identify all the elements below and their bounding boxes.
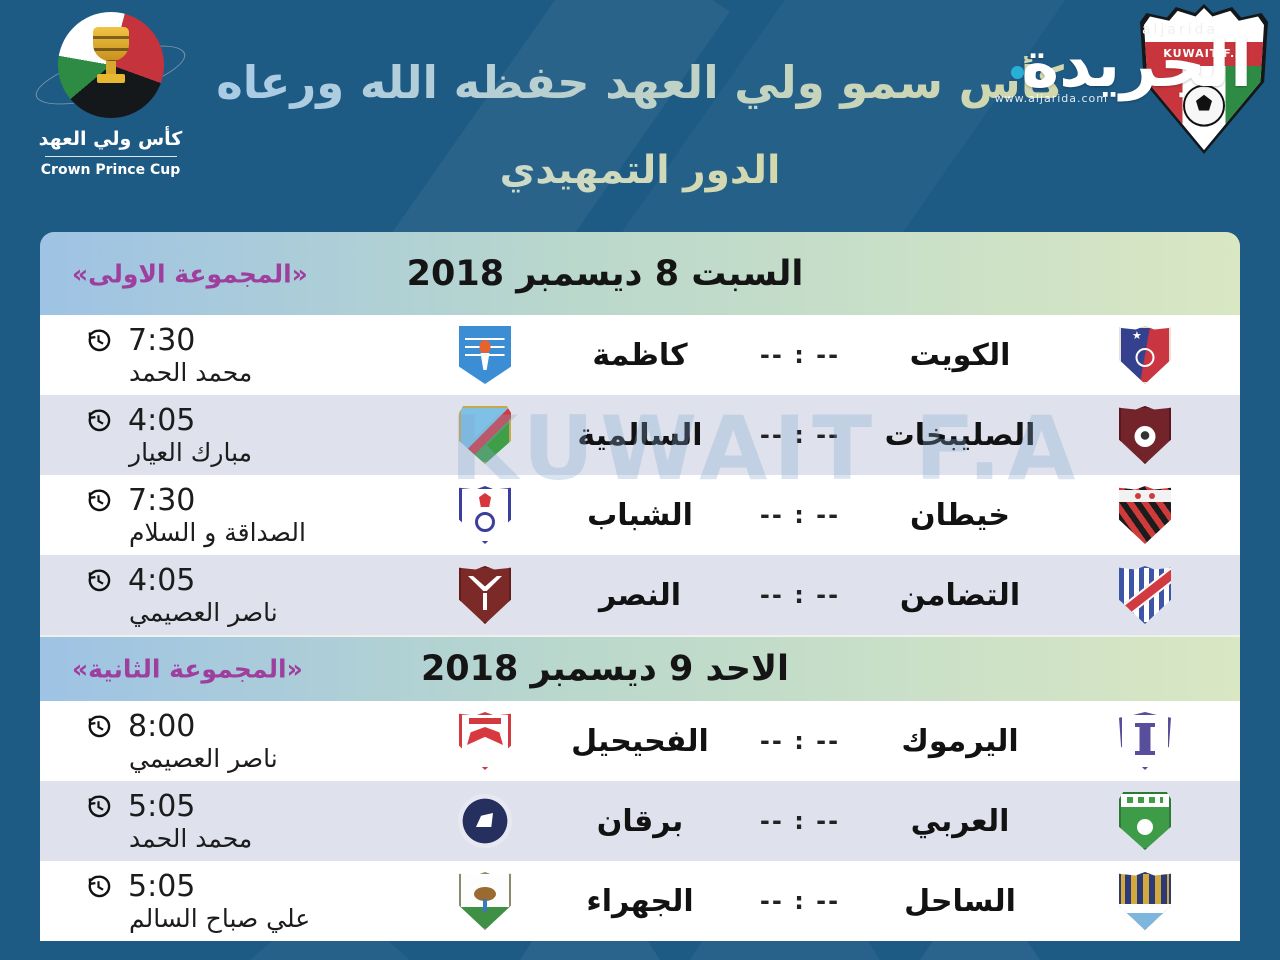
- nasr-crest-icon: [459, 566, 511, 624]
- away-team-name: كاظمة: [592, 337, 688, 373]
- away-team-name: الشباب: [587, 497, 693, 533]
- clock-history-icon: [88, 795, 111, 818]
- match-row: اليرموك -- : -- الفحيحيل 8:00 ناصر العصي…: [40, 701, 1240, 781]
- crown-prince-cup-badge: كأس ولي العهد Crown Prince Cup: [28, 12, 193, 178]
- venue-name: محمد الحمد: [129, 358, 253, 387]
- group-1-date: السبت 8 ديسمبر 2018: [406, 253, 804, 294]
- match-row: التضامن -- : -- النصر 4:05 ناصر العصيمي: [40, 555, 1240, 635]
- match-score: -- : --: [759, 727, 841, 755]
- home-team-name: اليرموك: [901, 723, 1019, 759]
- kickoff-time: 7:30: [128, 323, 196, 358]
- group-2-label: «المجموعة الثانية»: [72, 654, 303, 684]
- kickoff-time: 4:05: [128, 563, 196, 598]
- schedule-panel: KUWAIT F.A «المجموعة الاولى» السبت 8 ديس…: [40, 232, 1240, 941]
- page-title: كأس سمو ولي العهد حفظه الله ورعاه: [0, 56, 1280, 109]
- match-score: -- : --: [759, 501, 841, 529]
- clock-history-icon: [88, 489, 111, 512]
- badge-title-arabic: كأس ولي العهد: [38, 128, 183, 150]
- match-row: الكويت -- : -- كاظمة 7:30 محمد الحمد: [40, 315, 1240, 395]
- match-row: العربي -- : -- برقان 5:05 محمد الحمد: [40, 781, 1240, 861]
- away-team-name: الجهراء: [586, 883, 694, 919]
- match-score: -- : --: [759, 421, 841, 449]
- sahel-crest-icon: [1119, 872, 1171, 930]
- page-subtitle: الدور التمهيدي: [0, 148, 1280, 193]
- aljarida-website-text: www.aljarida.com: [994, 92, 1108, 105]
- home-team-name: الساحل: [904, 883, 1016, 919]
- away-team-name: النصر: [598, 577, 682, 613]
- clock-history-icon: [88, 329, 111, 352]
- arabi-crest-icon: [1119, 792, 1171, 850]
- kuwait-sc-crest-icon: [1119, 326, 1171, 384]
- badge-divider: [44, 156, 177, 157]
- sulaibikhat-crest-icon: [1119, 406, 1171, 464]
- kickoff-time: 5:05: [128, 869, 196, 904]
- burgan-crest-icon: [458, 794, 512, 848]
- home-team-name: الصليبخات: [884, 417, 1036, 453]
- home-team-name: خيطان: [910, 497, 1010, 533]
- kickoff-time: 7:30: [128, 483, 196, 518]
- kazma-crest-icon: [459, 326, 511, 384]
- kfa-crest-text: KUWAIT F.A: [1144, 42, 1264, 67]
- football-icon: [1183, 84, 1225, 127]
- home-team-name: الكويت: [909, 337, 1011, 373]
- kickoff-time: 5:05: [128, 789, 196, 824]
- match-score: -- : --: [759, 887, 841, 915]
- aljarida-latin-text: aljarida: [1141, 22, 1218, 38]
- clock-history-icon: [88, 715, 111, 738]
- salmiya-crest-icon: [459, 406, 511, 464]
- venue-name: محمد الحمد: [129, 824, 253, 853]
- match-row: الساحل -- : -- الجهراء 5:05 علي صباح الس…: [40, 861, 1240, 941]
- venue-name: مبارك العيار: [129, 438, 253, 467]
- khaitan-crest-icon: [1119, 486, 1171, 544]
- aljarida-arabic-wordmark: الجريدة: [1021, 28, 1252, 102]
- yarmouk-crest-icon: [1119, 712, 1171, 770]
- away-team-name: الفحيحيل: [571, 723, 709, 759]
- home-team-name: التضامن: [899, 577, 1021, 613]
- kickoff-time: 8:00: [128, 709, 196, 744]
- aljarida-newspaper-logo: KUWAIT F.A aljarida الجريدة www.aljarida…: [910, 0, 1280, 180]
- group-2-header: «المجموعة الثانية» الاحد 9 ديسمبر 2018: [40, 635, 1240, 701]
- venue-name: الصداقة و السلام: [129, 518, 306, 547]
- match-score: -- : --: [759, 807, 841, 835]
- jahra-crest-icon: [459, 872, 511, 930]
- match-row: الصليبخات -- : -- السالمية 4:05 مبارك ال…: [40, 395, 1240, 475]
- shabab-crest-icon: [459, 486, 511, 544]
- match-score: -- : --: [759, 581, 841, 609]
- tadamon-crest-icon: [1119, 566, 1171, 624]
- group-2-date: الاحد 9 ديسمبر 2018: [420, 649, 790, 689]
- venue-name: ناصر العصيمي: [129, 744, 278, 773]
- clock-history-icon: [88, 409, 111, 432]
- clock-history-icon: [88, 569, 111, 592]
- group-1-header: «المجموعة الاولى» السبت 8 ديسمبر 2018: [40, 232, 1240, 315]
- match-score: -- : --: [759, 341, 841, 369]
- badge-title-english: Crown Prince Cup: [40, 162, 181, 178]
- venue-name: علي صباح السالم: [129, 904, 311, 933]
- venue-name: ناصر العصيمي: [129, 598, 278, 627]
- home-team-name: العربي: [910, 803, 1010, 839]
- clock-history-icon: [88, 875, 111, 898]
- match-row: خيطان -- : -- الشباب 7:30 الصداقة و السل…: [40, 475, 1240, 555]
- aljarida-dot-icon: [1011, 66, 1024, 79]
- kickoff-time: 4:05: [128, 403, 196, 438]
- group-1-label: «المجموعة الاولى»: [72, 259, 308, 288]
- trophy-icon: [57, 12, 164, 118]
- away-team-name: السالمية: [577, 417, 703, 453]
- away-team-name: برقان: [596, 803, 684, 839]
- fahaheel-crest-icon: [459, 712, 511, 770]
